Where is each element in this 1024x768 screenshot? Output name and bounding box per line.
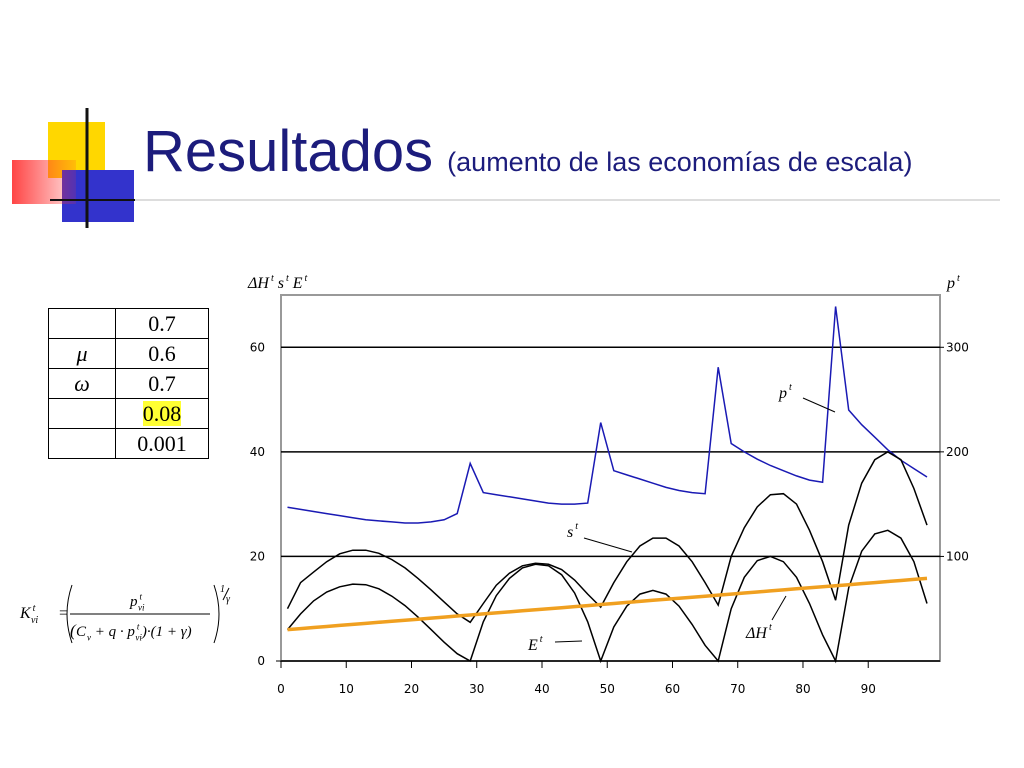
series-annotation: ΔH t [745,622,772,642]
x-tick-label: 20 [404,682,419,696]
slide-title: Resultados [143,119,434,184]
table-row: 0.001 [48,428,209,459]
annotation-sup: t [575,521,578,532]
x-tick-label: 50 [600,682,615,696]
param-label [48,398,116,429]
math-base: K [19,605,32,622]
formula-numerator: p t vi [129,591,145,612]
series-line [286,529,928,664]
slide-subtitle: (aumento de las economías de escala) [447,147,913,177]
formula-equals: = [58,605,69,622]
x-tick-label: 70 [730,682,745,696]
table-row: ω 0.7 [48,368,209,399]
param-value: 0.6 [148,340,176,366]
math-sup: t [957,273,960,284]
title-block: Resultados (aumento de las economías de e… [143,118,912,185]
annotation-sup: t [789,382,792,393]
logo-red [12,160,76,204]
param-value: 0.08 [142,400,182,426]
x-tick-label: 30 [469,682,484,696]
math-sup: t [33,603,36,614]
math-sup: t [140,591,143,601]
math-sub: v [87,633,91,643]
y2-tick-label: 300 [946,340,969,354]
param-value: 0.7 [148,370,176,396]
x-tick-label: 60 [665,682,680,696]
math-sub: vi [138,603,145,613]
big-paren [213,584,220,644]
big-paren [66,584,73,644]
param-value: 0.7 [148,310,176,336]
x-tick-label: 40 [534,682,549,696]
math-base: p [126,624,135,640]
annotation-leader [583,537,633,553]
math-base: E [292,275,303,292]
series-line [286,451,928,624]
x-tick-label: 0 [277,682,285,696]
annotation-name: p [778,385,787,402]
series-line [287,576,928,632]
y-tick-label: 40 [250,445,265,459]
x-tick-label: 80 [795,682,810,696]
exponent-num: 1 [220,584,225,595]
table-row: 0.7 [48,308,209,339]
math-base: s [278,275,284,292]
param-cell: 0.6 [115,338,209,369]
param-cell: 0.001 [115,428,209,459]
math-text: + q · [91,624,127,640]
math-text: (1 + γ) [151,624,192,640]
annotation-leader [771,595,787,621]
y-tick-label: 0 [257,654,265,668]
y2-tick-label: 200 [946,445,969,459]
y-tick-label: 20 [250,549,265,563]
annotation-name: ΔH [745,625,768,642]
math-sub: vi [135,633,142,643]
math-sup: t [305,273,308,284]
annotation-sup: t [769,622,772,633]
param-label [48,308,116,339]
math-sup: t [271,273,274,284]
parameter-table: 0.7 μ 0.6 ω 0.7 0.08 0.001 [48,308,209,459]
math-sup: t [137,621,140,631]
annotation-name: E [527,637,538,654]
math-sup: t [286,273,289,284]
math-base: p [946,275,955,292]
math-text: )· [141,624,151,640]
math-text: C [76,624,87,640]
math-base: ΔH [247,275,270,292]
param-cell: 0.7 [115,368,209,399]
y-tick-label: 60 [250,340,265,354]
formula-denominator: Cv + q · p t vi)·(1 + γ) [76,621,192,642]
math-sub: vi [31,615,38,626]
param-label: ω [48,368,116,399]
annotation-leader [802,397,836,413]
annotation-name: s [567,524,573,541]
y2-tick-label: 100 [946,549,969,563]
x-tick-label: 90 [861,682,876,696]
series-line [287,306,928,524]
math-base: p [129,594,138,610]
exponent-den: γ [226,594,231,605]
annotation-leader [554,640,583,643]
exponent-slash [222,587,230,601]
annotation-sup: t [540,634,543,645]
param-value: 0.001 [137,430,187,456]
formula-paren: ( [70,621,77,640]
x-tick-label: 10 [339,682,354,696]
